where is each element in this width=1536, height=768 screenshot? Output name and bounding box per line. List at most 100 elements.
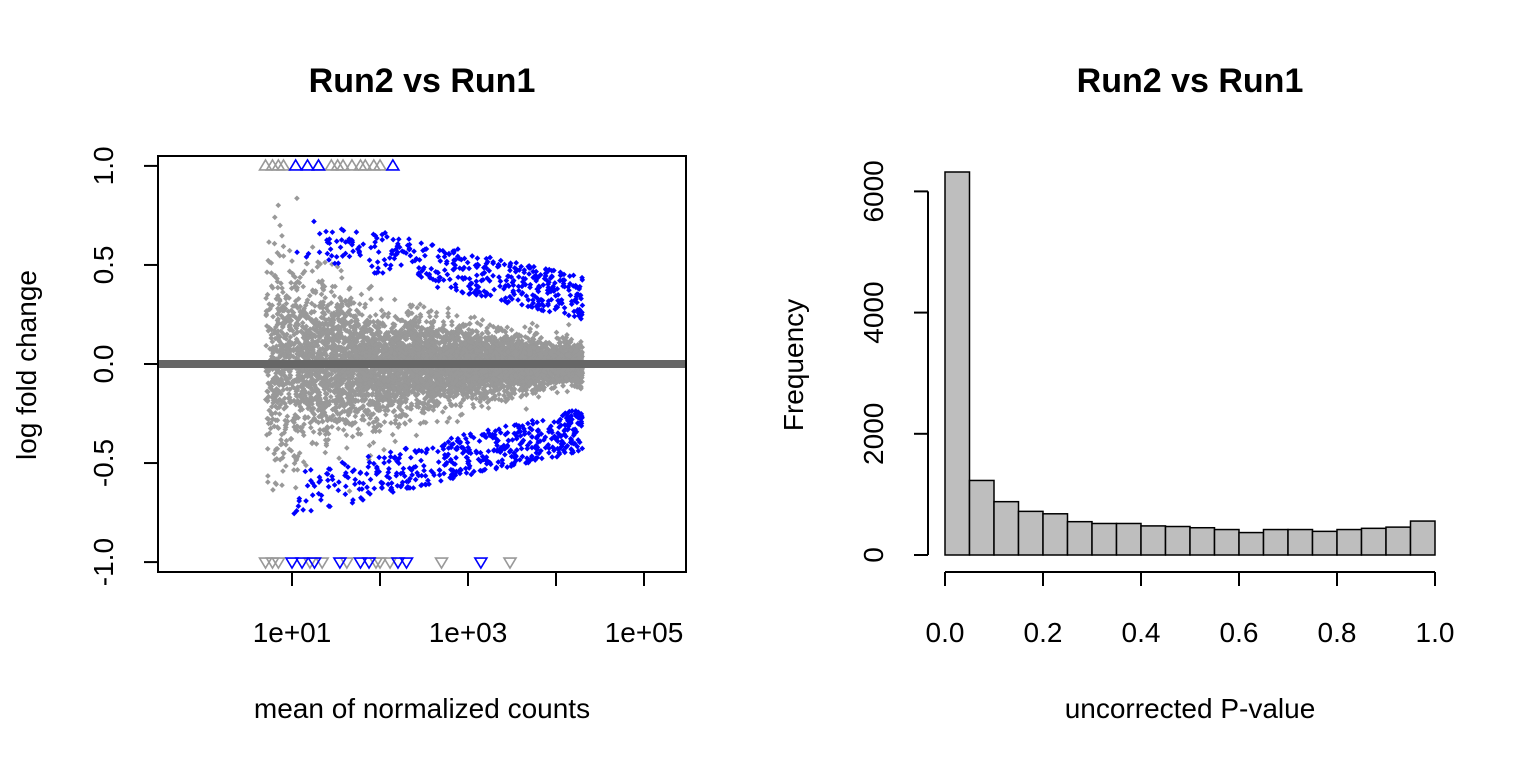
ma-plot-point [536, 386, 542, 393]
ma-plot-point [279, 232, 285, 239]
ma-plot-point [346, 488, 353, 494]
ma-plot-point [339, 303, 345, 310]
ma-plot-point [283, 293, 289, 300]
ma-plot-point [297, 303, 303, 310]
ma-plot-point [298, 428, 305, 434]
ma-plot-point [309, 268, 316, 274]
ma-plot-point [322, 437, 329, 443]
ma-plot-point [309, 440, 315, 447]
ma-plot-point [267, 425, 274, 432]
ma-plot-point [454, 418, 461, 425]
ma-plot-point [414, 304, 421, 311]
ma-plot-point [392, 438, 398, 445]
ma-plot-point [338, 267, 344, 274]
ma-plot-point [366, 285, 372, 292]
ma-plot-point [329, 423, 335, 430]
ma-plot-point [290, 273, 297, 279]
ma-plot-point [322, 449, 329, 456]
ma-plot-point [300, 459, 307, 465]
ma-plot-point [340, 427, 347, 433]
ma-plot-point [487, 322, 493, 328]
ma-plot-point [279, 454, 286, 461]
ma-plot-point [308, 424, 314, 431]
ma-plot-point [331, 417, 337, 424]
ma-plot-point [433, 313, 439, 320]
ma-plot-point [271, 240, 278, 247]
ma-plot-point [345, 407, 351, 414]
ma-plot-point [331, 293, 338, 299]
ma-plot-point [445, 313, 452, 320]
ma-plot-point [263, 342, 270, 349]
ma-plot-point [264, 269, 270, 276]
ma-plot-point [264, 445, 271, 452]
ma-plot-point [328, 300, 335, 306]
ma-plot-point [459, 411, 465, 418]
ma-plot-point [347, 307, 353, 313]
ma-plot-point [413, 314, 420, 320]
ma-plot-point [473, 395, 480, 402]
ma-plot-point [271, 214, 278, 221]
ma-plot-point [286, 369, 293, 375]
ma-plot-point [402, 412, 408, 418]
ma-plot-point [264, 291, 271, 298]
ma-plot-point [374, 389, 381, 396]
ma-plot-point [271, 423, 278, 430]
ma-plot-point [560, 382, 566, 389]
ma-plot-point [361, 417, 367, 423]
ma-plot-point [366, 421, 372, 427]
ma-plot-point [319, 418, 326, 425]
ma-plot-point [318, 338, 325, 345]
ma-plot-point [307, 419, 314, 426]
ma-plot-point [364, 411, 371, 418]
ma-plot-point [518, 394, 524, 400]
ma-plot-point [318, 314, 325, 321]
ma-plot-point [292, 323, 298, 329]
ma-plot-point [298, 350, 305, 356]
ma-plot-point [427, 313, 433, 320]
ma-plot-point [291, 467, 297, 473]
ma-plot-point [276, 252, 283, 259]
ma-plot-point [269, 285, 276, 291]
ma-plot-point [299, 320, 306, 326]
ma-plot-point [569, 382, 575, 389]
ma-plot-point [292, 401, 299, 408]
ma-plot-point [336, 455, 342, 462]
ma-plot-point [264, 388, 270, 395]
ma-plot-point [407, 417, 413, 424]
ma-plot-point [440, 319, 447, 325]
ma-plot-point [338, 308, 345, 314]
ma-plot-point [368, 296, 374, 303]
ma-plot-point [356, 301, 363, 307]
ma-plot-point [352, 413, 359, 420]
ma-plot-point [281, 450, 287, 457]
ma-plot-point [309, 244, 316, 250]
ma-plot-point [328, 288, 335, 295]
ma-plot-point [323, 317, 330, 324]
ma-plot-panel: Run2 vs Run1 mean of normalized counts l… [11, 62, 687, 724]
ma-plot-point [457, 403, 464, 410]
ma-plot-point [446, 415, 453, 421]
ma-plot-point [554, 389, 561, 396]
ma-plot-point [454, 313, 460, 319]
ma-plot-point [523, 406, 530, 412]
ma-plot-point [421, 409, 427, 416]
ma-plot-point [316, 430, 323, 437]
ma-plot-point [358, 291, 365, 298]
ma-plot-point [445, 310, 451, 317]
ma-plot-point [294, 467, 301, 473]
ma-plot-point [366, 442, 373, 449]
ma-plot-point [492, 396, 498, 402]
ma-plot-title: Run2 vs Run1 [309, 62, 536, 100]
ma-plot-point [281, 405, 287, 412]
ma-plot-point [315, 419, 322, 426]
ma-plot-point [295, 372, 301, 379]
ma-plot-point [439, 409, 446, 415]
ma-plot-point [280, 253, 287, 259]
ma-plot-point [471, 314, 478, 320]
ma-plot-point [436, 390, 443, 397]
ma-plot-point [535, 394, 542, 400]
ma-plot-point [489, 333, 495, 340]
ma-plot-point [292, 484, 299, 491]
ma-plot-point [264, 308, 270, 314]
